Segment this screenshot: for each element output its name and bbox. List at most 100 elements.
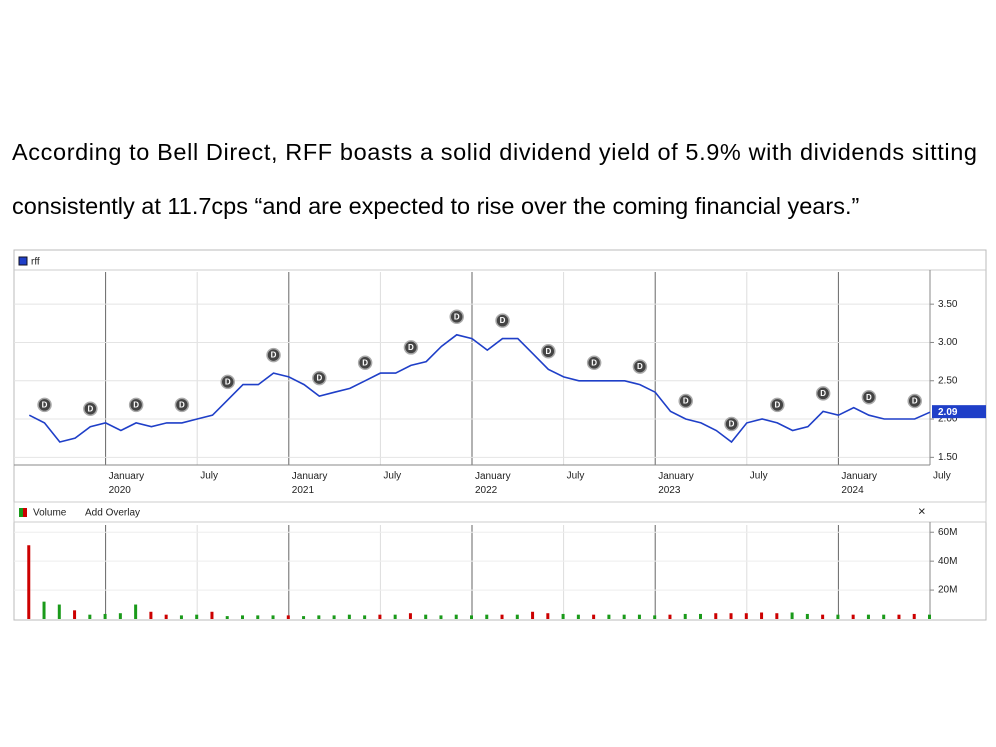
dividend-label: D [454,312,460,321]
x-tick-label: January 2021 [292,471,328,496]
volume-bar [454,614,458,619]
dividend-marker [632,359,648,374]
volume-bar [378,614,382,619]
volume-bar [821,614,825,619]
volume-bar [836,614,840,619]
price-tag [932,405,986,419]
dividend-marker [586,355,602,371]
volume-bar [241,615,244,619]
dividend-marker [83,401,98,416]
volume-bar [699,613,702,619]
volume-bar [286,615,290,619]
volume-bar [73,610,77,619]
dividend-marker [495,313,510,328]
legend-swatch [19,508,23,517]
dividend-label: D [225,378,231,387]
volume-bar [363,615,367,619]
dividend-label: D [133,400,139,409]
x-tick-label: July [567,471,585,482]
dividend-marker [678,393,693,409]
dividend-marker [403,340,419,355]
volume-bar [531,611,535,619]
volume-bar [576,614,580,619]
volume-bar [256,615,260,619]
legend-label: Volume [33,508,67,519]
volume-bar [317,615,321,619]
dividend-marker [770,397,785,413]
volume-bar [408,613,412,619]
volume-bar [57,604,61,619]
y-tick-label: 20M [938,585,957,596]
volume-bar [866,614,870,619]
legend-swatch [18,256,28,266]
volume-bar [179,615,183,619]
y-tick-label: 3.00 [938,337,958,348]
close-button[interactable]: × [918,503,926,518]
volume-bar [790,612,794,619]
dividend-marker [312,370,327,386]
dividend-marker [174,397,190,413]
volume-bar [653,615,657,619]
dividend-label: D [87,404,93,413]
y-tick-label: 1.50 [938,452,958,463]
dividend-marker [220,374,235,390]
dividend-label: D [408,343,414,352]
x-tick-label: July [750,471,768,482]
dividend-label: D [362,358,368,367]
volume-bar [118,613,122,619]
volume-bar [42,601,46,619]
price-tag-label: 2.09 [938,407,958,418]
add-overlay[interactable]: Add Overlay [85,508,140,519]
dividend-marker [357,355,373,371]
volume-bar [195,614,199,619]
dividend-marker [541,344,556,359]
volume-bar [637,614,641,619]
x-tick-label: July [383,471,401,482]
volume-bar [775,613,779,619]
paragraph-line: consistently at 11.7cps “and are expecte… [12,193,859,219]
dividend-label: D [591,358,597,367]
volume-bar [134,604,138,619]
dividend-label: D [729,420,735,429]
volume-bar [714,613,718,619]
dividend-marker [128,397,144,413]
dividend-label: D [820,389,826,398]
volume-bar [622,614,626,619]
volume-bar [149,611,153,619]
volume-bar [210,611,214,619]
dividend-label: D [866,393,872,402]
volume-bar [805,613,809,619]
volume-bar [897,614,901,619]
volume-bar [912,613,916,619]
volume-bar [668,614,672,619]
y-tick-label: 60M [938,527,957,538]
dividend-label: D [271,351,277,360]
legend-label: rff [31,257,40,268]
y-tick-label: 3.50 [938,299,958,310]
volume-bar [164,614,168,619]
volume-bar [225,616,229,619]
price-line [28,333,931,444]
volume-bar [271,615,275,619]
volume-bar [744,613,748,619]
volume-bar [470,615,473,619]
y-tick-label: 40M [938,556,957,567]
volume-bar [683,613,687,619]
x-tick-label: July [200,471,218,482]
volume-bar [500,614,504,619]
volume-bar [546,613,550,619]
volume-bar [485,614,489,619]
volume-bar [607,614,611,619]
x-tick-label: January 2024 [841,471,877,496]
volume-bar [729,613,733,619]
volume-bar [332,615,336,619]
volume-bar [27,545,31,619]
volume-bar [561,613,565,619]
dividend-label: D [316,374,322,383]
volume-bar [393,614,397,619]
dividend-label: D [637,362,643,371]
chart-frame [13,249,987,621]
x-tick-label: January 2020 [109,471,145,496]
dividend-marker [861,389,877,405]
volume-bar [882,614,886,619]
